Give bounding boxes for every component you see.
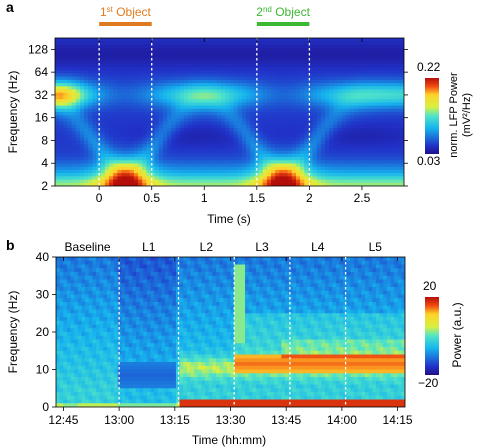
panel-b-x-tick-label-1: 13:00 bbox=[104, 413, 134, 427]
panel-b-y-tick-label-1: 10 bbox=[36, 363, 50, 377]
panel-b-segment-labels: Baseline L1 L2 L3 L4 L5 bbox=[65, 240, 383, 254]
panel-a-x-tick-label-1: 0.5 bbox=[143, 191, 160, 205]
panel-a-y-tick-label-3: 16 bbox=[35, 111, 49, 125]
panel-a-y-axis: 2 4 8 16 32 64 128 bbox=[28, 42, 408, 193]
panel-a-y-tick-label-2: 8 bbox=[41, 133, 48, 147]
panel-b-heatmap bbox=[56, 257, 405, 407]
panel-b-segment-lines bbox=[118, 257, 347, 407]
panel-b-segment-label-0: Baseline bbox=[65, 240, 111, 254]
panel-b-x-axis: 12:45 13:00 13:15 13:30 13:45 14:00 14:15 bbox=[48, 257, 413, 427]
panel-a-y-tick-label-4: 32 bbox=[35, 88, 49, 102]
panel-a-event-label-1: 2nd Object bbox=[256, 5, 310, 19]
panel-a-colorbar-label-line1: norm. LFP Power bbox=[448, 72, 460, 158]
panel-a-x-axis-label: Time (s) bbox=[207, 212, 251, 226]
panel-b-x-axis-label: Time (hh:mm) bbox=[192, 433, 266, 447]
panel-b-segment-label-1: L1 bbox=[142, 240, 156, 254]
panel-a-y-tick-label-5: 64 bbox=[35, 65, 49, 79]
panel-a-x-tick-label-0: 0 bbox=[96, 191, 103, 205]
panel-b-x-tick-label-5: 14:00 bbox=[327, 413, 357, 427]
panel-b-colorbar-max: 20 bbox=[423, 279, 437, 293]
panel-b-colorbar-label: Power (a.u.) bbox=[450, 302, 464, 367]
panel-a-colorbar-min: 0.03 bbox=[417, 154, 441, 168]
panel-b-segment-label-5: L5 bbox=[369, 240, 383, 254]
panel-a-x-tick-label-4: 2 bbox=[306, 191, 313, 205]
panel-a-heatmap bbox=[55, 38, 404, 186]
panel-b-x-tick-label-3: 13:30 bbox=[215, 413, 245, 427]
panel-b-y-axis: 0 10 20 30 40 bbox=[36, 250, 56, 414]
panel-b-segment-label-3: L3 bbox=[255, 240, 269, 254]
panel-a-y-axis-label: Frequency (Hz) bbox=[6, 71, 20, 154]
panel-a-frame bbox=[54, 37, 405, 187]
panel-a-event-bar-1 bbox=[256, 22, 310, 26]
panel-a-x-tick-label-2: 1 bbox=[201, 191, 208, 205]
panel-b-x-tick-label-6: 14:15 bbox=[383, 413, 413, 427]
panel-a-event-bar-0 bbox=[99, 22, 152, 26]
panel-b-y-tick-label-3: 30 bbox=[36, 288, 50, 302]
panel-b-y-tick-label-0: 0 bbox=[42, 400, 49, 414]
panel-b-x-tick-label-0: 12:45 bbox=[48, 413, 78, 427]
panel-b-x-tick-label-2: 13:15 bbox=[160, 413, 190, 427]
panel-a-colorbar-label-line2: (mV²/Hz) bbox=[461, 93, 473, 137]
panel-a-y-tick-label-1: 4 bbox=[41, 156, 48, 170]
panel-a-y-tick-label-6: 128 bbox=[28, 42, 48, 56]
panel-a-y-tick-label-0: 2 bbox=[41, 179, 48, 193]
panel-a-event-bars: 1st Object 2nd Object bbox=[99, 5, 311, 26]
panel-a-x-tick-label-3: 1.5 bbox=[248, 191, 265, 205]
panel-b-y-tick-label-4: 40 bbox=[36, 250, 50, 264]
panel-a-colorbar-max: 0.22 bbox=[417, 60, 441, 74]
panel-a-x-tick-label-5: 2.5 bbox=[354, 191, 371, 205]
panel-b-segment-label-2: L2 bbox=[200, 240, 214, 254]
panel-b-label: b bbox=[6, 237, 15, 253]
panel-b-x-tick-label-4: 13:45 bbox=[271, 413, 301, 427]
panel-b-segment-label-4: L4 bbox=[311, 240, 325, 254]
panel-b-y-axis-label: Frequency (Hz) bbox=[6, 291, 20, 374]
panel-a-x-axis: 0 0.5 1 1.5 2 2.5 bbox=[96, 38, 371, 205]
panel-a-label: a bbox=[6, 0, 14, 15]
panel-a-event-label-0: 1st Object bbox=[100, 5, 152, 19]
panel-b-colorbar-min: −20 bbox=[418, 376, 439, 390]
panel-b-y-tick-label-2: 20 bbox=[36, 325, 50, 339]
panel-a-colorbar bbox=[425, 78, 439, 154]
panel-b-colorbar bbox=[425, 297, 439, 375]
